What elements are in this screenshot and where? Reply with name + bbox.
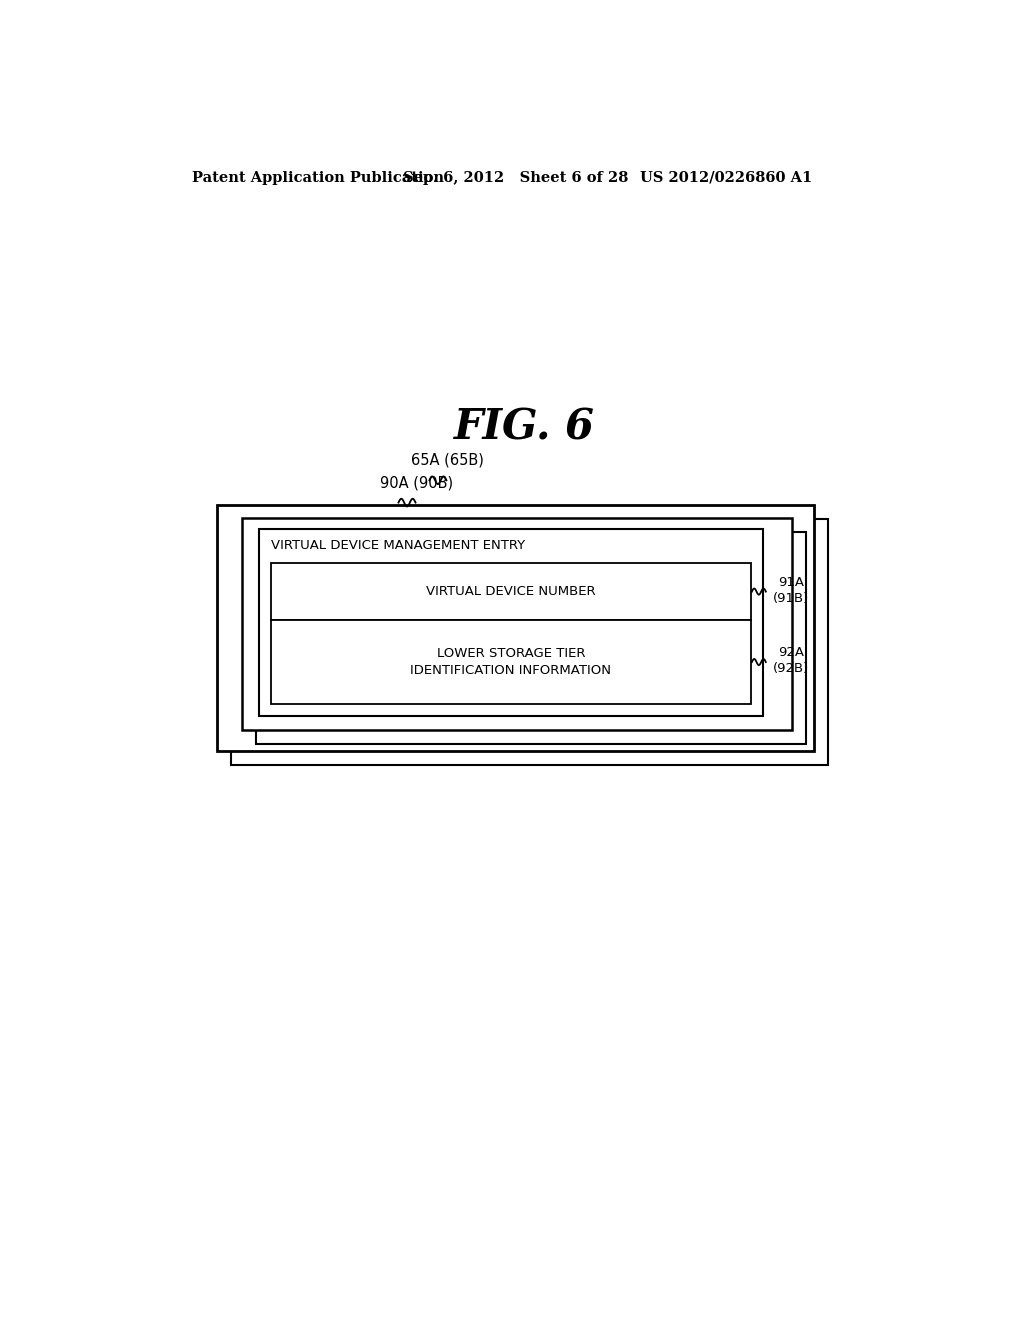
Bar: [259, 529, 763, 715]
Bar: [270, 564, 751, 620]
Bar: [270, 620, 751, 705]
Bar: [217, 506, 814, 751]
Text: 90A (90B): 90A (90B): [380, 475, 453, 491]
Text: 65A (65B): 65A (65B): [411, 453, 483, 467]
Text: LOWER STORAGE TIER
IDENTIFICATION INFORMATION: LOWER STORAGE TIER IDENTIFICATION INFORM…: [411, 647, 611, 677]
Text: Sep. 6, 2012   Sheet 6 of 28: Sep. 6, 2012 Sheet 6 of 28: [403, 170, 629, 185]
Text: VIRTUAL DEVICE NUMBER: VIRTUAL DEVICE NUMBER: [426, 585, 596, 598]
Bar: [242, 517, 793, 730]
Text: 92A
(92B): 92A (92B): [773, 645, 809, 675]
Text: US 2012/0226860 A1: US 2012/0226860 A1: [640, 170, 812, 185]
Text: Patent Application Publication: Patent Application Publication: [191, 170, 443, 185]
Text: FIG. 6: FIG. 6: [455, 407, 595, 449]
Text: 91A
(91B): 91A (91B): [773, 576, 809, 605]
Bar: [231, 519, 827, 766]
Bar: [256, 532, 806, 743]
Text: VIRTUAL DEVICE MANAGEMENT ENTRY: VIRTUAL DEVICE MANAGEMENT ENTRY: [270, 539, 524, 552]
